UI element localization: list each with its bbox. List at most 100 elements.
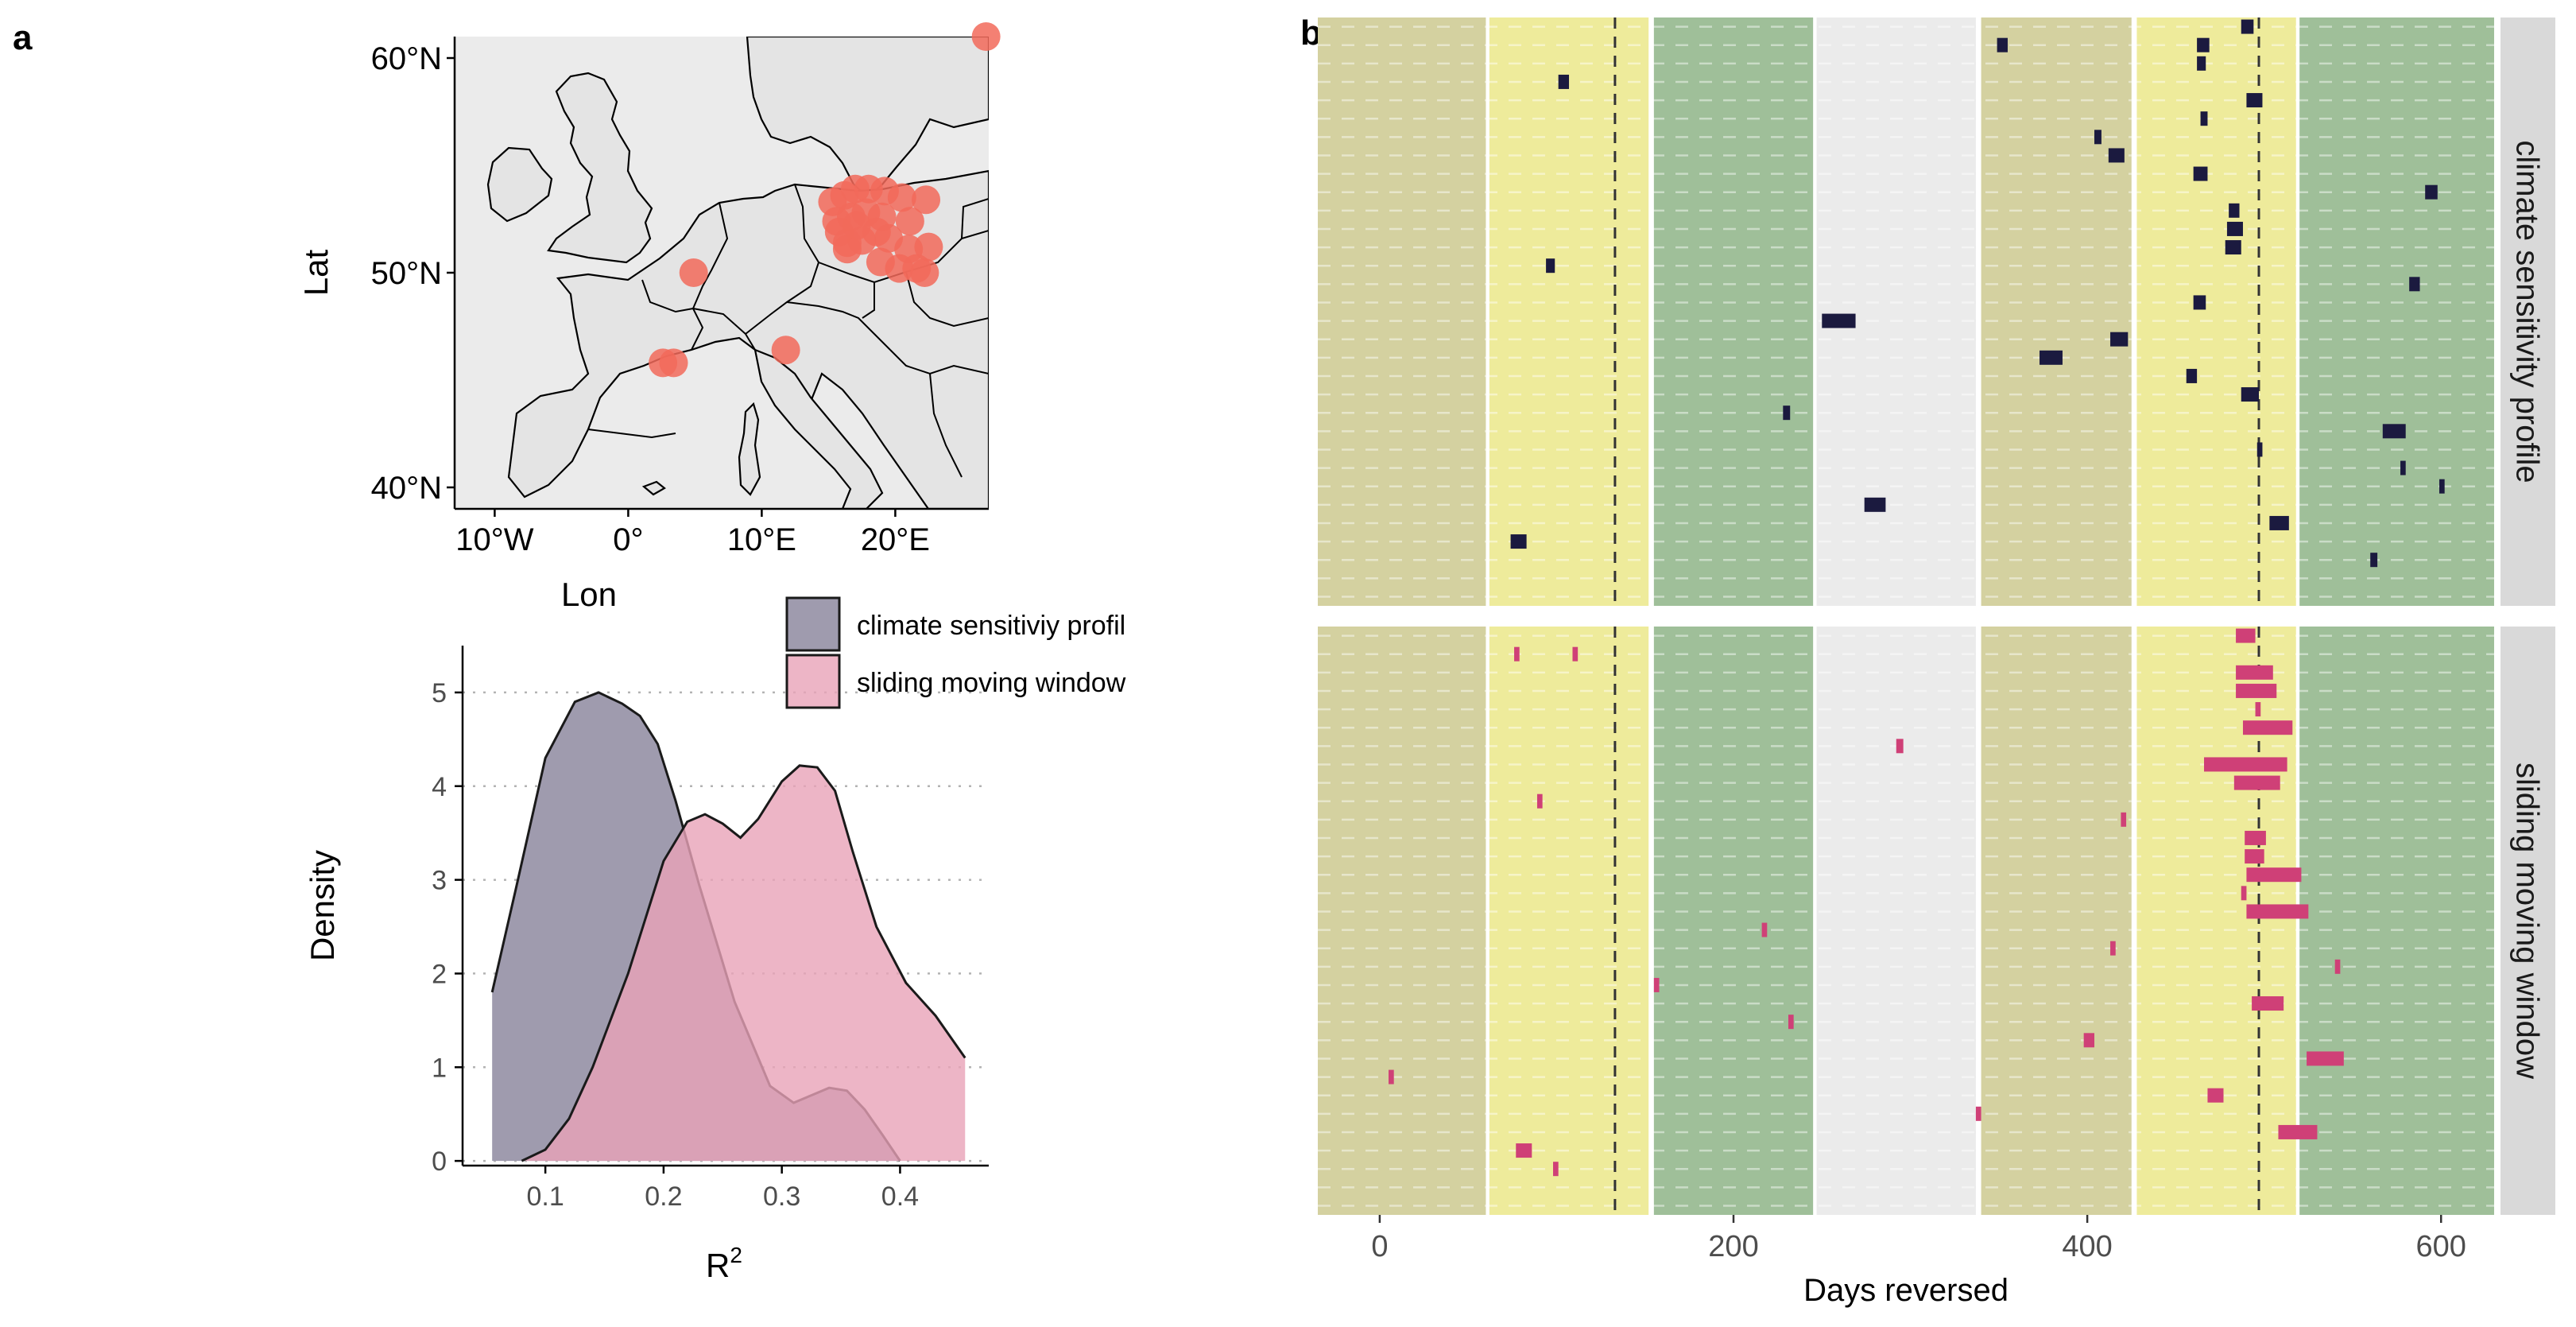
window-bar — [1783, 405, 1791, 421]
window-bar — [1558, 74, 1570, 89]
facet-strip — [2500, 17, 2555, 606]
background-band — [2299, 627, 2494, 1215]
density-y-tick-label: 0 — [432, 1147, 447, 1177]
window-bar — [2246, 867, 2302, 883]
map-point — [771, 336, 800, 365]
map-x-tick-label: 0° — [613, 522, 643, 557]
map-point — [679, 258, 708, 287]
window-bar — [1553, 1162, 1559, 1177]
window-bar — [2193, 166, 2208, 181]
facet-2: sliding moving window — [1318, 627, 2555, 1215]
background-band — [2136, 627, 2296, 1215]
window-bar — [1864, 497, 1886, 512]
window-bar — [2204, 757, 2287, 772]
window-bar — [2236, 628, 2256, 643]
window-bar — [1975, 1106, 1981, 1121]
window-bar — [2241, 886, 2247, 901]
background-band — [1653, 17, 1814, 606]
window-bar — [1389, 1069, 1394, 1084]
window-bar — [2108, 148, 2125, 163]
map-y-tick-label: 40°N — [371, 471, 442, 506]
density-panel: 0.1 0.2 0.3 0.4 0 1 2 3 4 5 R2 Density climate sens… — [304, 596, 1126, 1284]
window-bar — [2256, 442, 2263, 457]
land-balearic — [641, 480, 666, 496]
density-y-tick-label: 1 — [432, 1053, 447, 1083]
window-bar — [2229, 203, 2240, 218]
window-bar — [2245, 849, 2264, 864]
window-bar — [2197, 56, 2206, 71]
window-bar — [1536, 793, 1543, 809]
window-bar — [2252, 996, 2284, 1011]
window-bar — [2236, 683, 2277, 698]
map-point — [912, 185, 941, 215]
window-bar — [2242, 720, 2293, 735]
density-x-tick-label: 0.2 — [645, 1181, 682, 1212]
window-bar — [2110, 941, 2116, 956]
density-y-tick-label: 2 — [432, 959, 447, 989]
facet-strip-label: climate sensitivity profile — [2510, 140, 2545, 483]
gantt-facets: climate sensitivity profile sliding movin… — [1318, 17, 2555, 1215]
window-bar — [1761, 922, 1768, 937]
density-x-tick-label: 0.3 — [763, 1181, 800, 1212]
density-x-tick-label: 0.4 — [881, 1181, 919, 1212]
map-point — [659, 348, 688, 378]
window-bar — [1822, 313, 1856, 328]
land-ireland — [486, 146, 553, 223]
facet-strip — [2500, 627, 2555, 1215]
density-y-tick-label: 4 — [432, 772, 447, 802]
panel-a-label: a — [13, 18, 33, 57]
density-y-axis-title: Density — [304, 850, 341, 961]
window-bar — [2334, 959, 2341, 974]
window-bar — [2200, 111, 2208, 126]
background-band — [1318, 17, 1486, 606]
background-band — [2136, 17, 2296, 606]
map-point — [862, 217, 891, 246]
land-great-britain — [547, 72, 653, 264]
gantt-x-tick-label: 0 — [1371, 1230, 1388, 1263]
map-point — [824, 217, 854, 246]
window-bar — [2255, 702, 2261, 717]
map-axes: 10°W 0° 10°E 20°E 40°N 50°N 60°N Lon Lat — [297, 37, 989, 613]
window-bar — [2186, 368, 2198, 383]
window-bar — [1572, 646, 1579, 662]
background-band — [2299, 17, 2494, 606]
window-bar — [2226, 221, 2243, 236]
window-bar — [1516, 1143, 1532, 1158]
window-bar — [2278, 1124, 2318, 1139]
window-bar — [2307, 1051, 2344, 1066]
map-y-axis-title: Lat — [297, 249, 335, 296]
map-point — [910, 258, 939, 287]
density-axes: 0.1 0.2 0.3 0.4 0 1 2 3 4 5 R2 Density — [304, 646, 989, 1284]
window-bar — [2425, 184, 2438, 200]
window-bar — [2245, 830, 2266, 845]
map-y-tick-label: 60°N — [371, 41, 442, 76]
legend-label-2: sliding moving window — [857, 668, 1126, 698]
window-bar — [2233, 775, 2280, 790]
legend-key-2 — [785, 654, 841, 709]
window-bar — [2207, 1088, 2224, 1103]
window-bar — [2246, 904, 2309, 919]
window-bar — [2241, 19, 2254, 34]
gantt-axes: 0 200 400 600 Days reversed — [1371, 1215, 2466, 1308]
density-areas — [490, 691, 966, 1162]
window-bar — [2236, 665, 2273, 680]
legend-label-1: climate sensitiviy profil — [857, 611, 1125, 641]
window-bar — [2400, 460, 2406, 475]
window-bar — [1510, 534, 1527, 549]
map-x-tick-label: 20°E — [861, 522, 930, 557]
map-point — [971, 22, 1001, 51]
gantt-panel: climate sensitivity profile sliding movin… — [1318, 17, 2555, 1308]
map-x-tick-label: 10°W — [455, 522, 533, 557]
window-bar — [1546, 258, 1555, 274]
gantt-x-axis-title: Days reversed — [1803, 1273, 2009, 1308]
density-x-tick-label: 0.1 — [527, 1181, 564, 1212]
window-bar — [1997, 37, 2008, 52]
density-y-tick-label: 5 — [432, 678, 447, 708]
window-bar — [2382, 424, 2406, 439]
map-x-axis-title: Lon — [561, 576, 617, 613]
window-bar — [2039, 350, 2063, 365]
density-y-tick-label: 3 — [432, 866, 447, 896]
background-band — [1318, 627, 1486, 1215]
gantt-x-tick-label: 400 — [2062, 1230, 2112, 1263]
